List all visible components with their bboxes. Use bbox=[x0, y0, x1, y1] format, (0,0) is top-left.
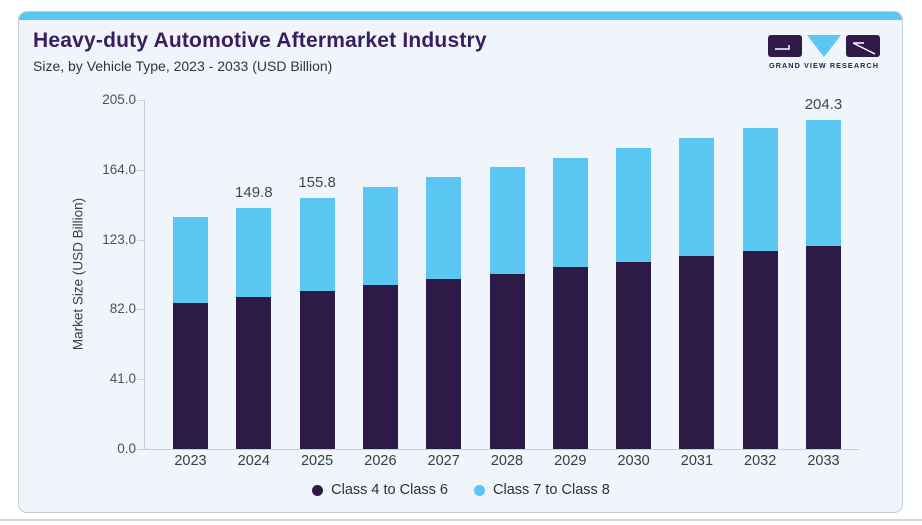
legend-item: Class 4 to Class 6 bbox=[312, 482, 448, 498]
legend-item: Class 7 to Class 8 bbox=[474, 482, 610, 498]
logo-mark-g bbox=[768, 35, 802, 57]
legend-swatch-class-4-to-6 bbox=[312, 484, 324, 496]
legend: Class 4 to Class 6 Class 7 to Class 8 bbox=[0, 482, 922, 498]
legend-swatch-class-7-to-8 bbox=[474, 484, 485, 496]
legend-label: Class 4 to Class 6 bbox=[331, 482, 448, 498]
page-title: Heavy-duty Automotive Aftermarket Indust… bbox=[33, 29, 487, 52]
card bbox=[18, 11, 903, 513]
page-subtitle: Size, by Vehicle Type, 2023 - 2033 (USD … bbox=[33, 58, 333, 74]
logo-r-glyph bbox=[852, 42, 876, 55]
logo-mark-v bbox=[807, 35, 841, 57]
gvr-logo: GRAND VIEW RESEARCH bbox=[768, 35, 880, 70]
legend-label: Class 7 to Class 8 bbox=[493, 482, 610, 498]
logo-g-glyph bbox=[775, 45, 790, 50]
bottom-divider bbox=[0, 519, 922, 521]
accent-bar bbox=[19, 12, 902, 20]
logo-wordmark: GRAND VIEW RESEARCH bbox=[769, 61, 879, 70]
